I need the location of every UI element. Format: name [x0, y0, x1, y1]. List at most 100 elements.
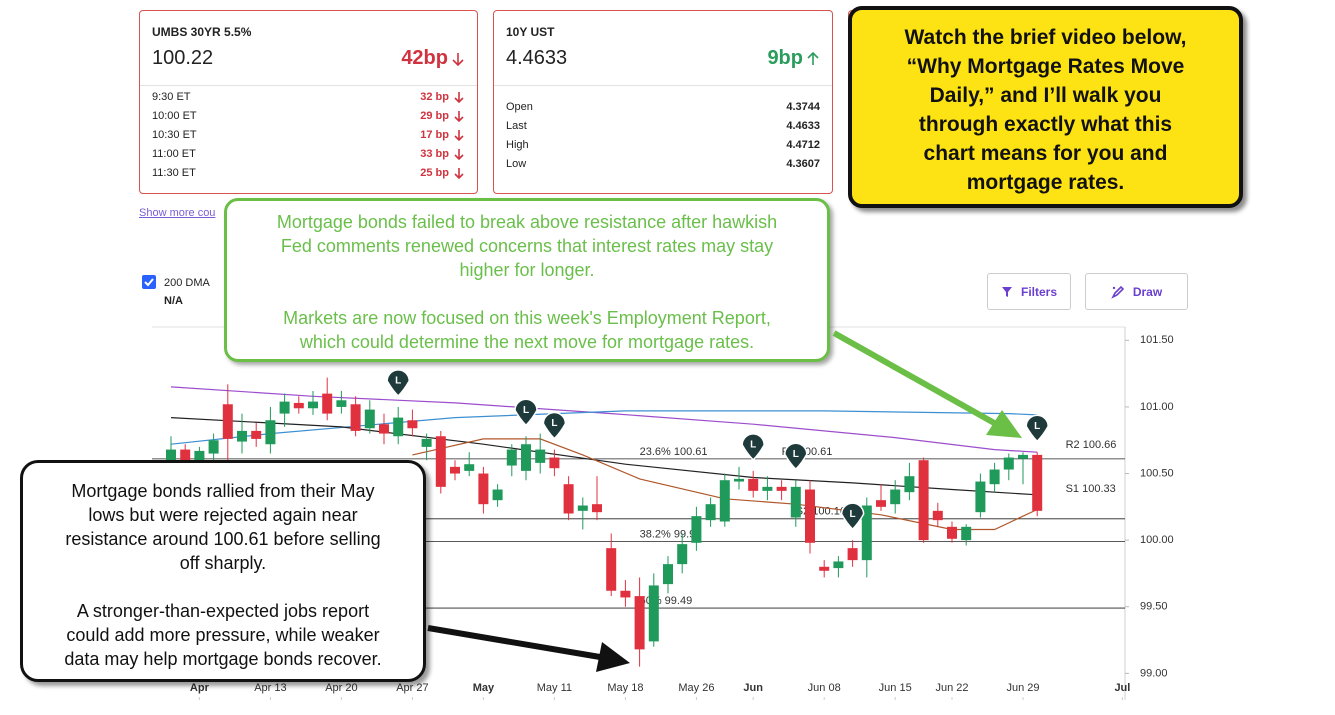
- draw-button[interactable]: Draw: [1085, 273, 1188, 310]
- candle-body: [293, 402, 304, 409]
- paragraph: Mortgage bonds failed to break above res…: [227, 210, 827, 282]
- row-label: 9:30 ET: [152, 91, 191, 103]
- level-label: S1 100.33: [1066, 483, 1116, 495]
- candle-body: [592, 504, 602, 513]
- candle-body: [805, 489, 815, 543]
- indicator-label: 200 DMA: [164, 277, 210, 289]
- yellow-callout: Watch the brief video below, “Why Mortgag…: [848, 6, 1243, 208]
- checkbox[interactable]: [142, 275, 156, 289]
- show-more-link[interactable]: Show more cou: [139, 207, 216, 219]
- candle-body: [322, 393, 333, 414]
- card-row: 11:00 ET 33 bp: [152, 148, 465, 160]
- candle-body: [180, 449, 191, 461]
- row-value: 25 bp: [420, 167, 465, 179]
- card-row: High 4.4712: [506, 139, 820, 151]
- candle-body: [975, 481, 986, 513]
- separator: [140, 85, 477, 86]
- marker-label: L: [793, 449, 799, 460]
- candle-body: [748, 478, 759, 491]
- arrow-icon: [454, 168, 464, 179]
- card-title: 10Y UST: [506, 25, 555, 39]
- row-value-text: 4.4633: [786, 120, 820, 132]
- marker-label: L: [750, 440, 756, 451]
- candle-body: [407, 420, 418, 429]
- row-value-text: 4.3744: [786, 101, 820, 113]
- callout-line: Fed comments renewed concerns that inter…: [280, 236, 774, 256]
- candle-body: [819, 566, 830, 571]
- overlay-line: [170, 386, 1038, 453]
- candle-body: [577, 505, 588, 511]
- card-row: 9:30 ET 32 bp: [152, 91, 465, 103]
- candle-body: [918, 460, 929, 541]
- row-label: 10:30 ET: [152, 129, 197, 141]
- candle-body: [1018, 454, 1028, 459]
- candle-body: [989, 469, 1000, 485]
- candle-body: [535, 449, 546, 463]
- candle-body: [876, 500, 886, 507]
- candle-body: [890, 489, 901, 505]
- candle-body: [847, 548, 858, 561]
- row-label: 11:00 ET: [152, 148, 196, 160]
- callout-line: chart means for you and: [923, 142, 1168, 165]
- callout-line: data may help mortgage bonds recover.: [64, 649, 382, 669]
- candle-body: [279, 401, 290, 414]
- candle-body: [265, 420, 276, 445]
- candle-body: [790, 486, 801, 518]
- candle-body: [379, 424, 389, 434]
- x-tick-label: Apr 13: [254, 682, 286, 694]
- row-value-text: 32 bp: [420, 91, 449, 103]
- candle-body: [364, 409, 375, 429]
- level-label: 38.2% 99.99: [640, 528, 702, 540]
- y-tick-label: 101.50: [1140, 334, 1174, 346]
- card-title: UMBS 30YR 5.5%: [152, 25, 252, 39]
- row-value-text: 4.3607: [786, 158, 820, 170]
- candle-body: [620, 590, 631, 598]
- x-tick-label: Jun 08: [808, 682, 841, 694]
- filters-button[interactable]: Filters: [987, 273, 1071, 310]
- green-callout: Mortgage bonds failed to break above res…: [224, 198, 830, 362]
- candle-body: [776, 486, 787, 491]
- level-label: R2 100.66: [1066, 439, 1117, 451]
- paragraph: Watch the brief video below, “Why Mortgag…: [852, 23, 1239, 197]
- candle-body: [1003, 457, 1014, 470]
- candle-body: [308, 401, 318, 409]
- candle-body: [464, 464, 475, 471]
- marker-pin: [514, 398, 538, 427]
- row-value-text: 29 bp: [420, 110, 449, 122]
- candle-body: [691, 516, 702, 543]
- candle-body: [663, 564, 673, 585]
- separator: [494, 85, 832, 86]
- card-price: 4.4633: [506, 47, 568, 69]
- card-row: Last 4.4633: [506, 120, 820, 132]
- row-value: 32 bp: [420, 91, 465, 103]
- row-value: 4.4712: [786, 139, 820, 151]
- candle-body: [194, 450, 205, 461]
- level-label: 50% 99.49: [640, 595, 693, 607]
- change-value: 42bp: [401, 47, 448, 69]
- x-tick-label: May: [473, 682, 495, 694]
- paragraph: Mortgage bonds rallied from their May low…: [23, 479, 423, 575]
- candle-body: [734, 478, 744, 482]
- marker-label: L: [395, 376, 401, 387]
- candle-body: [947, 526, 957, 539]
- card-row: Low 4.3607: [506, 158, 820, 170]
- card-row: 10:00 ET 29 bp: [152, 110, 465, 122]
- arrow-icon: [454, 111, 464, 122]
- candle-body: [421, 438, 432, 447]
- candle-body: [492, 489, 503, 501]
- quote-card: UMBS 30YR 5.5% 100.22 42bp 9:30 ET 32 bp 10:0…: [139, 10, 478, 194]
- callout-line: Daily,” and I’ll walk you: [929, 84, 1162, 107]
- callout-line: Markets are now focused on this week's E…: [283, 308, 771, 328]
- row-value: 4.3744: [786, 101, 820, 113]
- callout-line: through exactly what this: [918, 113, 1173, 136]
- marker-pin: [741, 433, 765, 461]
- candle-body: [833, 561, 844, 569]
- candle-body: [861, 505, 872, 561]
- candle-body: [521, 444, 531, 471]
- marker-label: L: [551, 418, 557, 429]
- row-label: Open: [506, 101, 533, 113]
- paragraph: Markets are now focused on this week's E…: [227, 306, 827, 354]
- x-tick-label: May 18: [607, 682, 643, 694]
